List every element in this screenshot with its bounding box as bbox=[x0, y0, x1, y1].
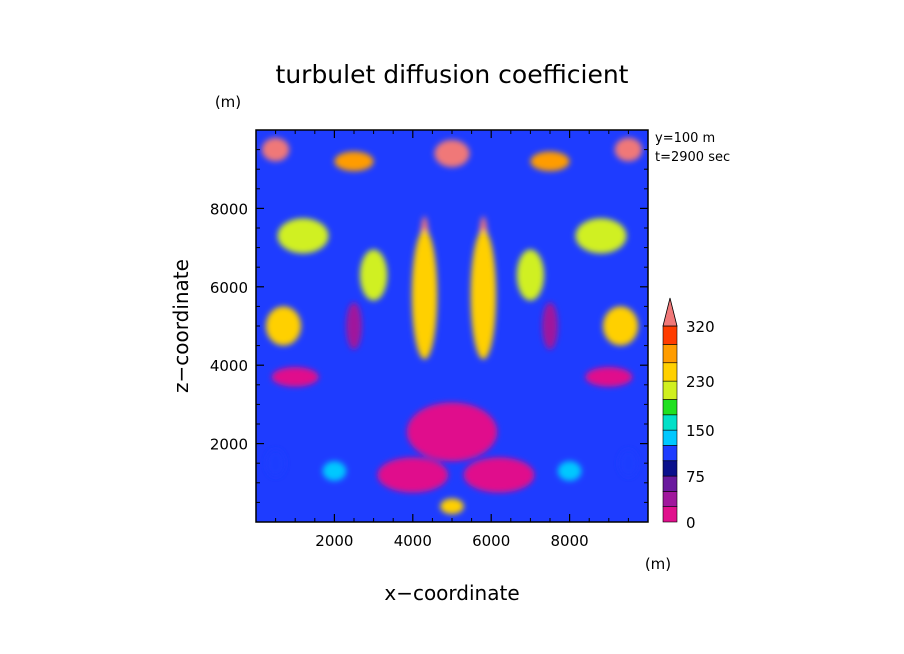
colorbar-segment bbox=[662, 344, 678, 364]
y-tick-label: 4000 bbox=[210, 357, 248, 375]
y-axis-label: z−coordinate bbox=[169, 259, 193, 393]
x-tick-label: 6000 bbox=[472, 532, 510, 550]
contour-feature bbox=[575, 218, 627, 254]
colorbar-label: 230 bbox=[686, 373, 715, 391]
contour-feature bbox=[440, 498, 464, 515]
x-tick-label: 2000 bbox=[315, 532, 353, 550]
contour-feature bbox=[434, 139, 470, 168]
contour-feature bbox=[411, 229, 438, 360]
contour-feature bbox=[406, 402, 498, 462]
x-axis: 2000 4000 6000 8000 bbox=[275, 130, 629, 550]
colorbar-segment bbox=[662, 362, 678, 382]
colorbar-segment bbox=[662, 380, 678, 400]
colorbar-segment bbox=[662, 429, 678, 446]
contour-feature bbox=[277, 218, 329, 254]
contour-feature bbox=[470, 229, 497, 360]
contour-feature bbox=[516, 249, 545, 301]
contour-feature bbox=[585, 367, 633, 387]
plot-area bbox=[256, 130, 648, 522]
contour-feature bbox=[463, 457, 535, 493]
colorbar-over-arrow bbox=[662, 297, 678, 327]
contour-feature bbox=[346, 302, 362, 350]
contour-feature bbox=[265, 306, 302, 346]
chart-title: turbulet diffusion coefficient bbox=[276, 60, 629, 89]
contour-feature bbox=[271, 367, 319, 387]
annotation-t: t=2900 sec bbox=[655, 150, 730, 165]
colorbar-label: 320 bbox=[686, 318, 715, 336]
colorbar-segment bbox=[662, 445, 678, 462]
colorbar-segment bbox=[662, 399, 678, 416]
contour-feature bbox=[618, 449, 639, 477]
colorbar-segment bbox=[662, 475, 678, 492]
contour-feature bbox=[530, 151, 570, 172]
contour-feature bbox=[542, 302, 558, 350]
contour-feature bbox=[602, 306, 639, 346]
contour-feature bbox=[359, 249, 388, 301]
x-unit-label: (m) bbox=[645, 555, 671, 573]
x-tick-label: 8000 bbox=[551, 532, 589, 550]
colorbar-label: 150 bbox=[686, 422, 715, 440]
y-tick-label: 2000 bbox=[210, 436, 248, 454]
colorbar-segment bbox=[662, 325, 678, 345]
contour-feature bbox=[261, 137, 290, 162]
contour-fields bbox=[261, 137, 643, 515]
colorbar-segment bbox=[662, 491, 678, 507]
contour-feature bbox=[614, 137, 643, 162]
colorbar-label: 75 bbox=[686, 468, 705, 486]
contour-feature bbox=[322, 461, 347, 481]
contour-feature bbox=[265, 449, 286, 477]
contour-feature bbox=[334, 151, 374, 172]
colorbar-segment bbox=[662, 506, 678, 523]
colorbar-segment bbox=[662, 414, 678, 431]
x-tick-label: 4000 bbox=[394, 532, 432, 550]
y-axis: 2000 4000 6000 8000 bbox=[210, 149, 648, 503]
contour-feature bbox=[557, 461, 582, 481]
colorbar-label: 0 bbox=[686, 514, 696, 532]
colorbar-segment bbox=[662, 460, 678, 477]
contour-feature bbox=[377, 457, 449, 493]
y-tick-label: 6000 bbox=[210, 279, 248, 297]
colorbar: 0 75 150 230 320 bbox=[662, 297, 715, 532]
plot-background bbox=[256, 130, 648, 522]
annotation-y: y=100 m bbox=[655, 131, 715, 146]
y-unit-label: (m) bbox=[215, 93, 241, 111]
x-axis-label: x−coordinate bbox=[384, 581, 519, 605]
y-tick-label: 8000 bbox=[210, 200, 248, 218]
